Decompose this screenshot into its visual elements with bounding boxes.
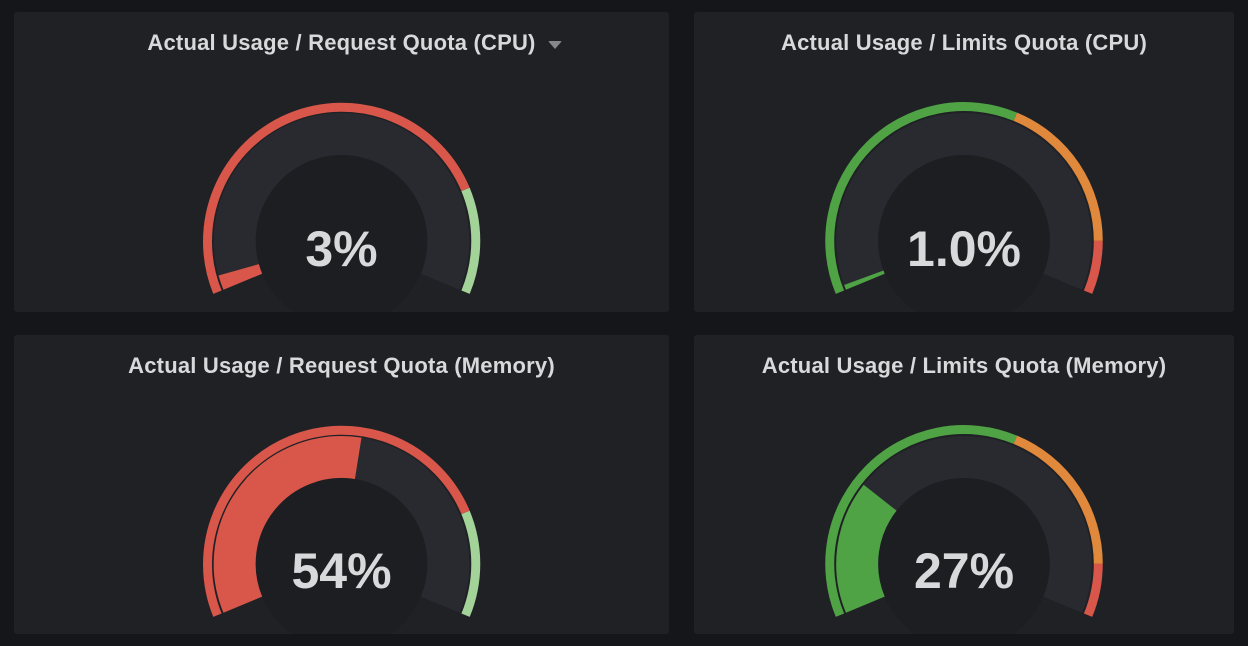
gauge-value-label: 1.0% bbox=[907, 220, 1021, 277]
panel-header: Actual Usage / Limits Quota (Memory) bbox=[694, 353, 1234, 379]
gauge-chart bbox=[825, 424, 1103, 634]
panel-request-memory: Actual Usage / Request Quota (Memory) 54… bbox=[14, 334, 669, 634]
panel-header: Actual Usage / Request Quota (CPU) bbox=[14, 30, 669, 56]
panel-request-cpu: Actual Usage / Request Quota (CPU) 3% bbox=[14, 12, 669, 312]
panel-title[interactable]: Actual Usage / Limits Quota (Memory) bbox=[761, 352, 1167, 378]
gauge-chart bbox=[203, 425, 481, 634]
panel-title[interactable]: Actual Usage / Request Quota (CPU) bbox=[147, 30, 536, 55]
panel-header: Actual Usage / Limits Quota (CPU) bbox=[694, 30, 1234, 56]
gauge-value-label: 27% bbox=[913, 543, 1015, 600]
panel-limits-memory: Actual Usage / Limits Quota (Memory) 27% bbox=[694, 334, 1234, 634]
gauge-value-label: 54% bbox=[291, 543, 392, 600]
panel-title[interactable]: Actual Usage / Request Quota (Memory) bbox=[128, 352, 555, 378]
gauge-value-label: 3% bbox=[305, 220, 378, 277]
panel-header: Actual Usage / Request Quota (Memory) bbox=[14, 353, 669, 379]
chevron-down-icon[interactable] bbox=[547, 40, 562, 49]
gauge-chart bbox=[825, 102, 1103, 312]
gauge-chart bbox=[203, 102, 481, 312]
panel-title[interactable]: Actual Usage / Limits Quota (CPU) bbox=[781, 30, 1147, 55]
panel-limits-cpu: Actual Usage / Limits Quota (CPU) 1.0% bbox=[694, 12, 1234, 312]
